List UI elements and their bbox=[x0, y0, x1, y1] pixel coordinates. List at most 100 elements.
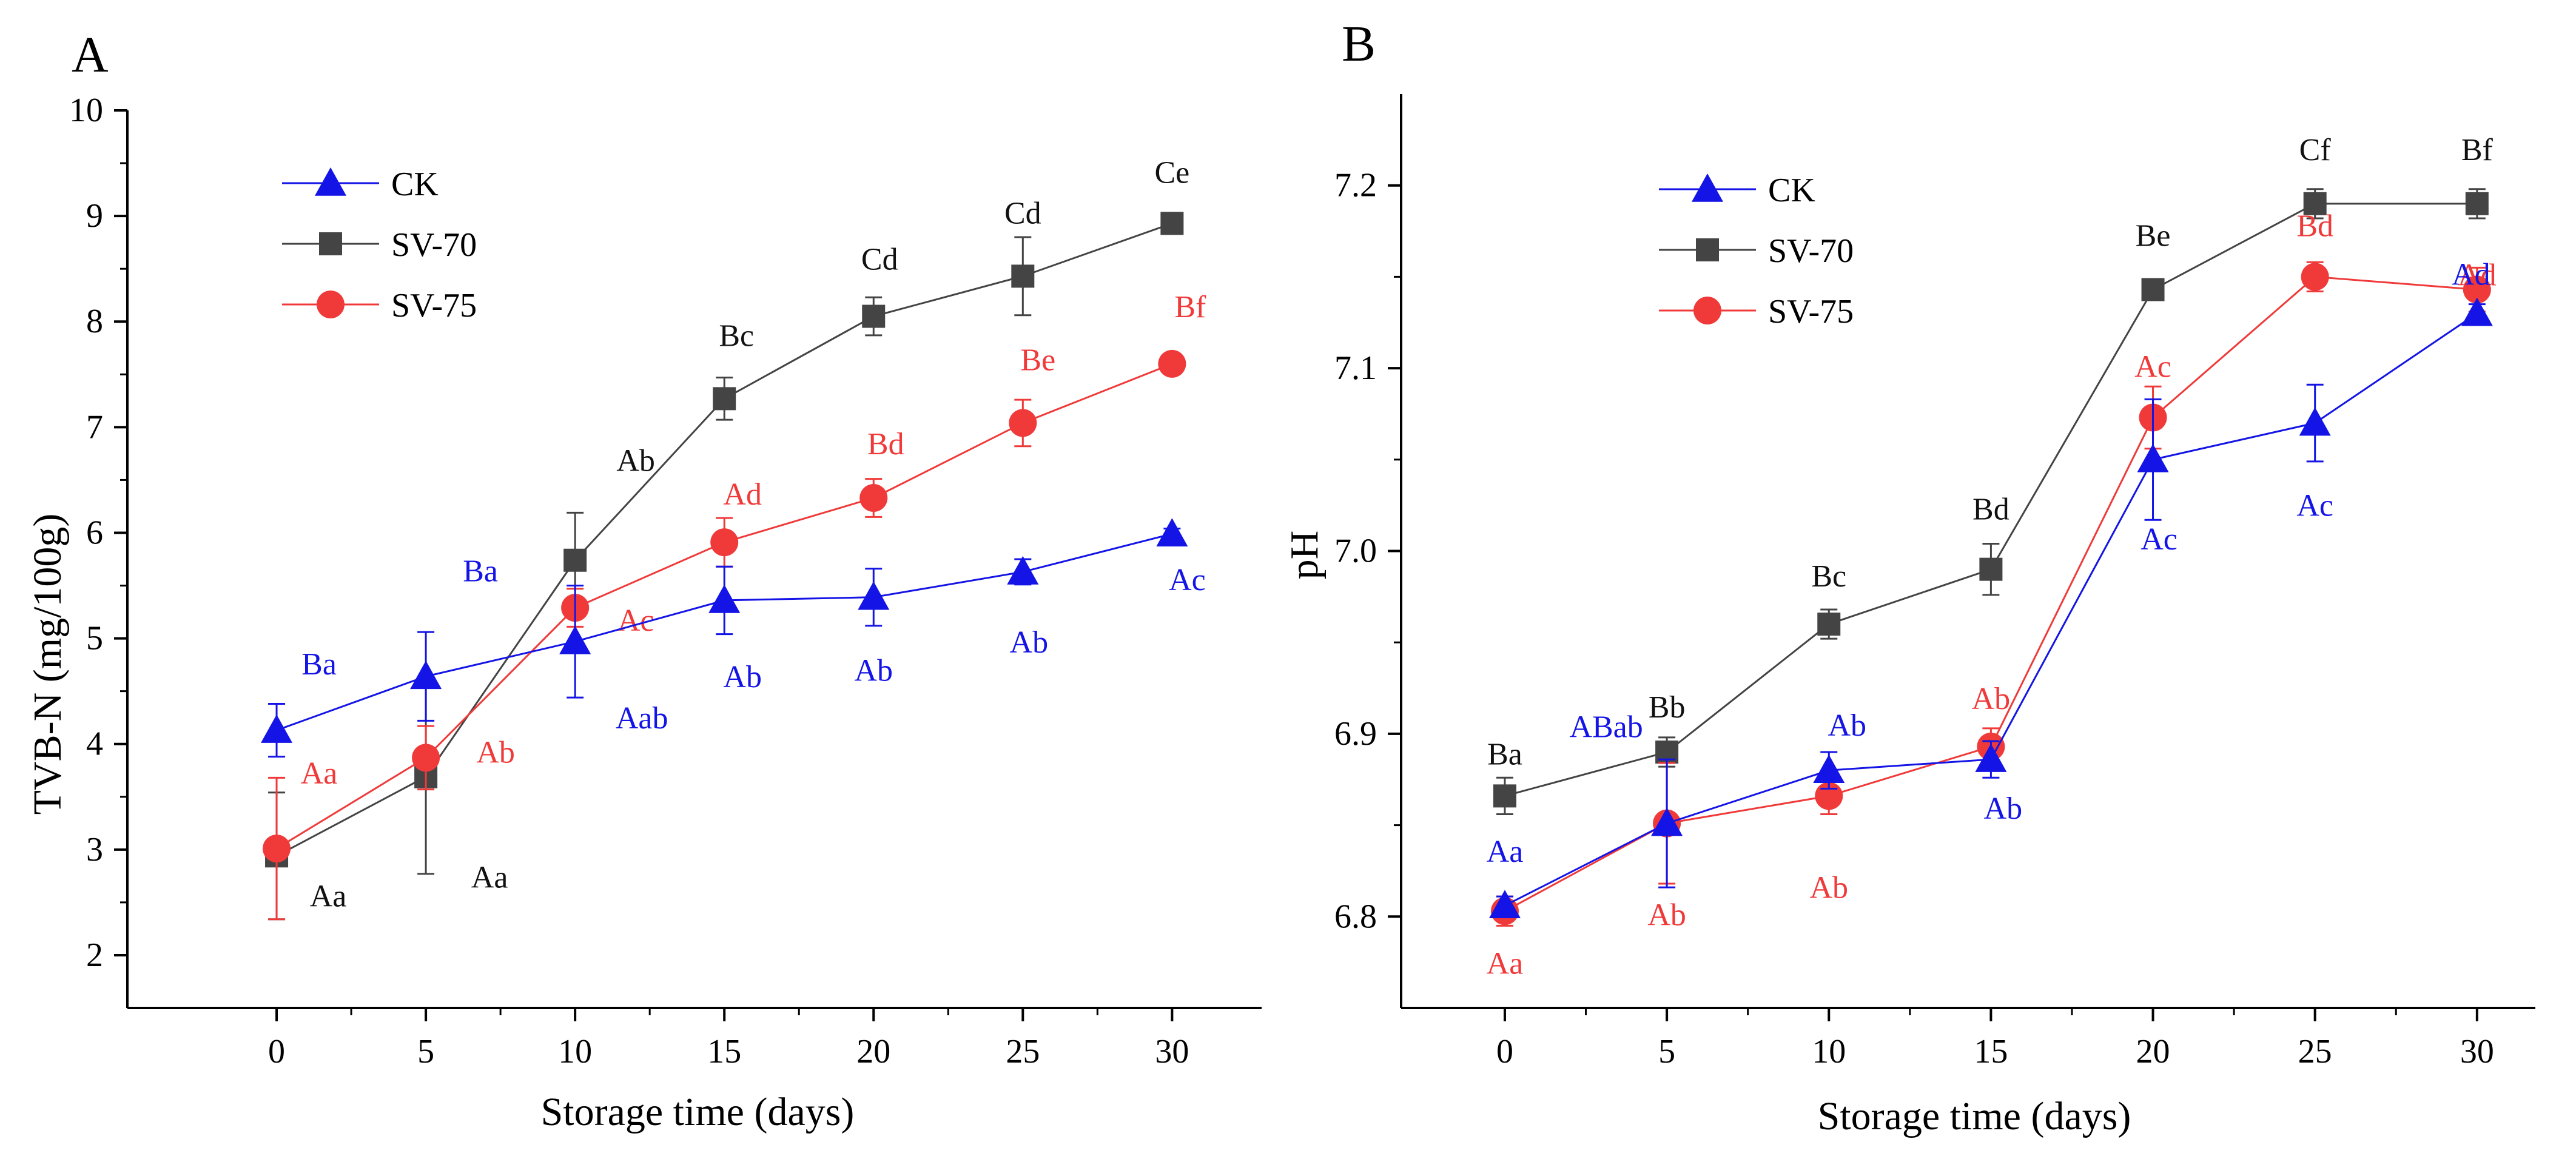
significance-label: Ab bbox=[1010, 625, 1049, 660]
legend-label: CK bbox=[391, 166, 439, 203]
significance-label: Aa bbox=[1487, 835, 1524, 869]
data-point bbox=[1813, 754, 1845, 783]
significance-label: Aa bbox=[1487, 946, 1524, 981]
data-point bbox=[858, 581, 890, 610]
significance-label: Aa bbox=[301, 756, 338, 791]
significance-label: Ad bbox=[723, 477, 762, 512]
data-point bbox=[1007, 556, 1039, 585]
significance-label: Ad bbox=[2452, 258, 2490, 292]
y-tick-label: 6.9 bbox=[1334, 715, 1377, 753]
data-point bbox=[2141, 278, 2165, 301]
y-tick-label: 3 bbox=[86, 831, 103, 868]
significance-label: Ac bbox=[2134, 349, 2171, 384]
significance-label: Cd bbox=[861, 243, 898, 277]
legend-item-ck: CK bbox=[1659, 172, 1815, 209]
significance-label: Ac bbox=[2296, 489, 2333, 523]
significance-label: Be bbox=[2136, 218, 2171, 253]
significance-label: Ab bbox=[1809, 870, 1848, 905]
significance-label: Bf bbox=[1174, 290, 1206, 324]
significance-label: Bd bbox=[2296, 209, 2333, 243]
data-point bbox=[2461, 297, 2493, 326]
significance-label: Ab bbox=[1647, 898, 1686, 933]
y-tick-label: 5 bbox=[86, 620, 103, 657]
data-point bbox=[2299, 407, 2331, 436]
data-point bbox=[1156, 518, 1188, 547]
x-tick-label: 0 bbox=[268, 1033, 285, 1070]
data-point bbox=[1488, 890, 1521, 919]
legend-marker bbox=[319, 232, 342, 255]
significance-label: Ba bbox=[301, 647, 337, 682]
x-tick-label: 30 bbox=[1155, 1033, 1189, 1070]
significance-label: Ab bbox=[1972, 682, 2011, 716]
significance-label: Bd bbox=[1972, 492, 2009, 527]
legend-item-ck: CK bbox=[282, 166, 439, 203]
x-tick-label: 5 bbox=[417, 1033, 434, 1070]
data-point bbox=[713, 387, 736, 411]
significance-label: Ab bbox=[854, 654, 893, 688]
series-ck-a: Ba Ba Aab Ab Ab Ab Ac bbox=[261, 518, 1206, 758]
legend-label: SV-75 bbox=[391, 287, 477, 324]
data-point bbox=[1817, 613, 1841, 636]
y-tick-label: 7 bbox=[86, 408, 103, 446]
data-point bbox=[1160, 212, 1184, 235]
x-tick-label: 30 bbox=[2460, 1033, 2494, 1070]
y-tick-label: 8 bbox=[86, 303, 103, 340]
x-tick-label: 20 bbox=[2136, 1033, 2170, 1070]
x-tick-label: 15 bbox=[1974, 1033, 2008, 1070]
significance-label: Ce bbox=[1154, 155, 1189, 190]
legend-a: CK SV-70 SV-75 bbox=[282, 166, 477, 324]
series-sv-70-b: Ba Bb Bc Bd Be Cf Bf bbox=[1487, 133, 2494, 816]
legend-marker bbox=[317, 291, 345, 318]
significance-label: ABab bbox=[1569, 710, 1643, 745]
data-point bbox=[708, 584, 741, 613]
significance-label: Ab bbox=[1828, 708, 1866, 743]
x-tick-label: 25 bbox=[2298, 1033, 2332, 1070]
significance-label: Ab bbox=[476, 735, 515, 770]
legend-marker bbox=[1693, 297, 1721, 324]
y-tick-label: 2 bbox=[86, 936, 103, 974]
x-tick-label: 10 bbox=[1812, 1033, 1846, 1070]
significance-label: Ac bbox=[1169, 563, 1206, 597]
legend-label: SV-70 bbox=[1768, 232, 1854, 270]
legend-item-sv-75: SV-75 bbox=[282, 287, 477, 324]
data-point bbox=[563, 548, 587, 572]
significance-label: Ab bbox=[616, 444, 655, 479]
significance-label: Bb bbox=[1649, 690, 1686, 725]
y-tick-label: 6.8 bbox=[1334, 898, 1377, 935]
y-tick-label: 10 bbox=[69, 92, 103, 129]
legend-marker bbox=[1696, 238, 1719, 261]
significance-label: Aab bbox=[616, 701, 668, 736]
significance-label: Be bbox=[1020, 343, 1055, 377]
significance-label: Bf bbox=[2461, 133, 2494, 167]
significance-label: Ad bbox=[2458, 258, 2497, 292]
data-point bbox=[412, 744, 440, 772]
significance-label: Ac bbox=[2141, 522, 2177, 557]
significance-label: Bc bbox=[1811, 559, 1846, 594]
data-point bbox=[1975, 744, 2007, 772]
significance-label: Ba bbox=[1487, 737, 1522, 771]
significance-label: Ab bbox=[723, 660, 762, 694]
legend-label: SV-75 bbox=[1768, 293, 1854, 331]
data-point bbox=[1493, 784, 1516, 808]
x-axis-title-b: Storage time (days) bbox=[1818, 1094, 2131, 1138]
data-point bbox=[1158, 349, 1186, 378]
data-point bbox=[710, 528, 739, 557]
legend-label: CK bbox=[1768, 172, 1815, 209]
significance-label: Cf bbox=[2299, 133, 2332, 167]
data-point bbox=[559, 625, 591, 654]
data-point bbox=[2465, 192, 2489, 215]
plot-area-a: 0 5 10 15 20 25 30 2 3 4 5 6 7 8 9 10 Aa Aa Ab Bc Cd Cd Ce Aa Ab… bbox=[69, 92, 1262, 1070]
data-point bbox=[1651, 807, 1683, 836]
data-point bbox=[2137, 443, 2169, 472]
x-axis-title-a: Storage time (days) bbox=[541, 1090, 855, 1134]
significance-label: Aa bbox=[471, 861, 508, 895]
data-point bbox=[2303, 192, 2327, 215]
significance-label: Ba bbox=[463, 554, 498, 588]
x-tick-label: 15 bbox=[707, 1033, 741, 1070]
significance-label: Cd bbox=[1004, 196, 1041, 230]
data-point bbox=[261, 714, 293, 743]
data-point bbox=[1009, 409, 1037, 437]
